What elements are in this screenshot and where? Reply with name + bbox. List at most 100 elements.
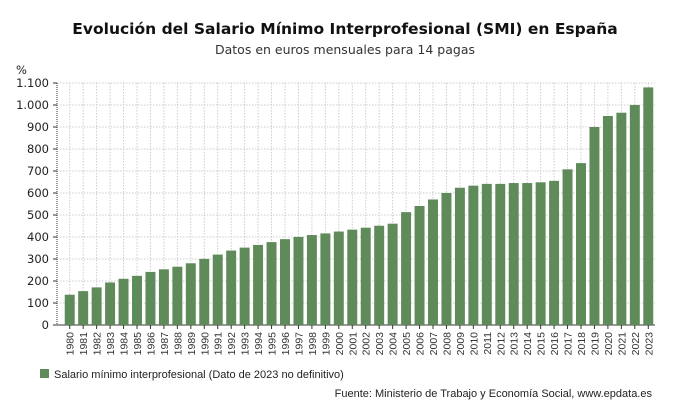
x-tick-label: 1997	[293, 332, 305, 356]
bar-2013	[508, 183, 519, 325]
x-tick-label: 2022	[630, 332, 642, 356]
x-tick-label: 1981	[78, 332, 90, 356]
x-tick-label: 2011	[482, 332, 494, 355]
x-tick-label: 1998	[307, 332, 319, 356]
bar-1990	[199, 258, 210, 325]
bar-2018	[576, 163, 586, 325]
bar-2022	[629, 105, 640, 325]
x-axis-ticks: 1980 1981 1982 1983 1984 1985 1986 1987 1988 1989…	[65, 325, 655, 356]
bar-2017	[562, 169, 573, 325]
bar-1994	[253, 244, 264, 325]
chart-subtitle: Datos en euros mensuales para 14 pagas	[215, 42, 475, 57]
bar-1992	[226, 250, 237, 325]
x-tick-label: 1985	[132, 332, 144, 356]
bar-2019	[589, 127, 600, 325]
bar-2021	[616, 112, 627, 325]
bar-1984	[118, 278, 129, 325]
y-tick-label: 900	[27, 120, 49, 134]
bar-2011	[481, 183, 492, 325]
y-tick-label: 800	[27, 142, 49, 156]
y-tick-label: 0	[42, 318, 49, 332]
x-tick-label: 1994	[253, 332, 265, 356]
bar-1993	[239, 247, 250, 325]
bar-2002	[360, 227, 371, 325]
bar-1999	[320, 233, 331, 325]
x-tick-label: 1995	[267, 332, 279, 356]
bar-2014	[522, 183, 533, 325]
x-tick-label: 2002	[361, 332, 373, 356]
bar-1983	[105, 282, 116, 325]
x-tick-label: 2000	[334, 332, 346, 356]
x-tick-label: 1999	[320, 332, 332, 356]
x-tick-label: 2013	[509, 332, 521, 356]
bar-2007	[428, 199, 438, 325]
x-tick-label: 2007	[428, 332, 440, 356]
bar-1991	[212, 254, 223, 325]
x-tick-label: 1987	[159, 332, 171, 356]
x-tick-label: 1980	[65, 332, 77, 356]
y-tick-label: 700	[27, 164, 49, 178]
bar-1986	[145, 271, 156, 325]
x-tick-label: 2018	[576, 332, 588, 356]
legend-label: Salario mínimo interprofesional (Dato de…	[54, 369, 344, 381]
x-tick-label: 2012	[495, 332, 507, 356]
x-tick-label: 2017	[563, 332, 575, 356]
bar-2009	[454, 187, 465, 325]
y-tick-label: 100	[27, 296, 49, 310]
bar-1996	[280, 239, 290, 325]
y-tick-label: 400	[27, 230, 49, 244]
x-tick-label: 1992	[226, 332, 238, 356]
x-tick-label: 2023	[643, 332, 655, 356]
y-tick-label: 1.000	[16, 98, 49, 112]
x-tick-label: 2010	[468, 332, 480, 356]
bar-2004	[387, 223, 398, 325]
y-axis-unit-label: %	[16, 63, 27, 77]
x-tick-label: 2008	[441, 332, 453, 356]
y-tick-label: 200	[27, 274, 49, 288]
bar-2008	[441, 193, 452, 325]
bar-2012	[495, 183, 506, 325]
bar-1985	[132, 275, 142, 325]
bar-1987	[158, 269, 169, 325]
bar-1981	[78, 291, 89, 325]
bar-2015	[535, 182, 546, 325]
bar-2010	[468, 185, 479, 325]
chart-title: Evolución del Salario Mínimo Interprofes…	[72, 20, 617, 38]
x-tick-label: 2005	[401, 332, 413, 356]
x-tick-label: 2003	[374, 332, 386, 356]
legend-swatch	[40, 369, 49, 378]
bar-1988	[172, 266, 183, 325]
x-tick-label: 2015	[536, 332, 548, 356]
x-tick-label: 1996	[280, 332, 292, 356]
x-tick-label: 2016	[549, 332, 561, 356]
bar-1982	[91, 287, 102, 325]
y-tick-label: 300	[27, 252, 49, 266]
x-tick-label: 2009	[455, 332, 467, 356]
x-tick-label: 2001	[347, 332, 359, 356]
x-tick-label: 1982	[92, 332, 104, 356]
y-tick-label: 500	[27, 208, 49, 222]
x-tick-label: 2006	[415, 332, 427, 356]
bar-2006	[414, 206, 425, 325]
source-note: Fuente: Ministerio de Trabajo y Economía…	[335, 388, 653, 400]
x-tick-label: 1983	[105, 332, 117, 356]
x-tick-label: 1989	[186, 332, 198, 356]
x-tick-label: 2004	[388, 332, 400, 356]
bar-2001	[347, 229, 358, 325]
bars	[64, 87, 654, 326]
y-tick-label: 600	[27, 186, 49, 200]
x-tick-label: 1990	[199, 332, 211, 356]
bar-2020	[602, 116, 613, 325]
bar-1995	[266, 242, 277, 325]
x-tick-label: 2014	[522, 332, 534, 356]
x-tick-label: 1993	[240, 332, 252, 356]
x-tick-label: 1984	[119, 332, 131, 356]
bar-1998	[306, 235, 317, 325]
bar-2023	[643, 87, 654, 326]
y-tick-label: 1.100	[16, 76, 49, 90]
bar-2005	[401, 212, 412, 325]
bar-2016	[549, 180, 560, 325]
bar-1989	[185, 263, 196, 325]
x-tick-label: 1991	[213, 332, 225, 356]
